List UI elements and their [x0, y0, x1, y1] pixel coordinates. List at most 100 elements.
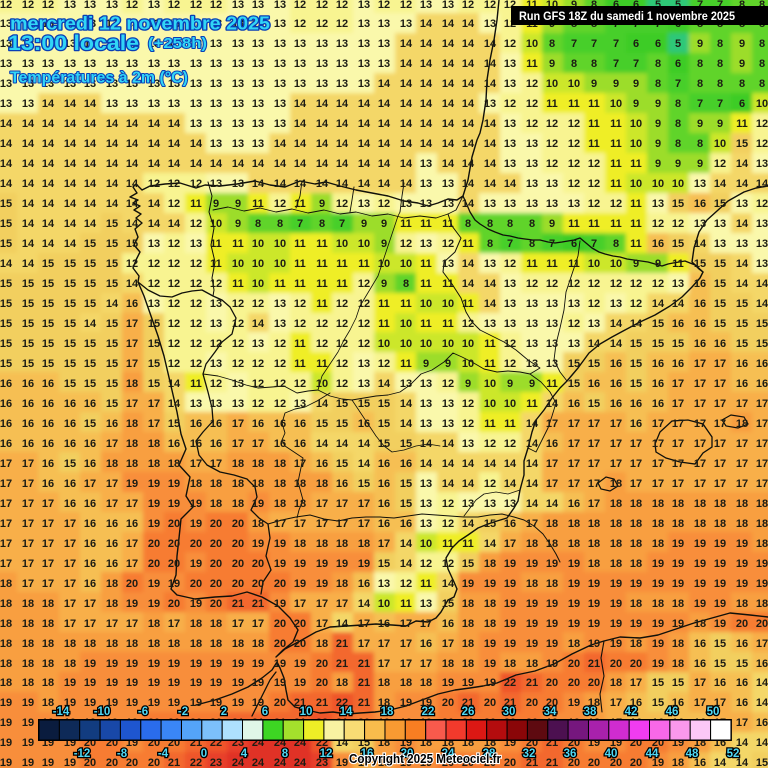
svg-text:19: 19	[274, 677, 286, 689]
svg-text:10: 10	[462, 358, 474, 370]
svg-text:15: 15	[42, 298, 54, 310]
svg-text:19: 19	[672, 578, 684, 590]
svg-text:18: 18	[588, 538, 600, 550]
svg-text:12: 12	[652, 278, 664, 290]
svg-text:15: 15	[672, 677, 684, 689]
svg-text:17: 17	[22, 478, 34, 490]
svg-text:14: 14	[504, 458, 517, 470]
svg-text:15: 15	[0, 198, 12, 210]
svg-text:14: 14	[420, 438, 433, 450]
svg-text:14: 14	[294, 118, 307, 130]
svg-text:14: 14	[420, 458, 433, 470]
svg-text:12: 12	[442, 378, 454, 390]
svg-text:12: 12	[630, 298, 642, 310]
svg-text:14: 14	[84, 198, 97, 210]
svg-text:19: 19	[190, 518, 202, 530]
svg-text:19: 19	[190, 697, 202, 709]
svg-text:17: 17	[442, 638, 454, 650]
svg-text:13: 13	[232, 178, 244, 190]
svg-text:12: 12	[358, 318, 370, 330]
svg-text:20: 20	[294, 618, 306, 630]
svg-text:11: 11	[420, 318, 432, 330]
svg-text:20: 20	[630, 757, 642, 768]
svg-text:18: 18	[148, 458, 160, 470]
svg-text:11: 11	[588, 138, 600, 150]
svg-text:18: 18	[588, 518, 600, 530]
svg-text:19: 19	[210, 677, 222, 689]
svg-text:18: 18	[610, 498, 622, 510]
svg-text:19: 19	[504, 638, 516, 650]
svg-text:18: 18	[106, 578, 118, 590]
svg-text:13: 13	[232, 58, 244, 70]
svg-text:17: 17	[568, 478, 580, 490]
svg-text:12: 12	[168, 258, 180, 270]
svg-text:19: 19	[190, 498, 202, 510]
svg-text:12: 12	[168, 298, 180, 310]
svg-text:17: 17	[588, 478, 600, 490]
svg-text:16: 16	[714, 677, 726, 689]
svg-text:19: 19	[526, 558, 538, 570]
svg-text:16: 16	[568, 498, 580, 510]
svg-text:16: 16	[420, 638, 432, 650]
svg-text:17: 17	[148, 418, 160, 430]
svg-text:19: 19	[694, 578, 706, 590]
svg-text:19: 19	[42, 757, 54, 768]
svg-text:19: 19	[694, 538, 706, 550]
svg-text:14: 14	[148, 158, 161, 170]
svg-text:14: 14	[462, 98, 475, 110]
svg-text:17: 17	[22, 518, 34, 530]
svg-text:10: 10	[630, 118, 642, 130]
svg-text:19: 19	[22, 757, 34, 768]
svg-text:19: 19	[168, 478, 180, 490]
svg-text:19: 19	[504, 558, 516, 570]
svg-text:11: 11	[252, 198, 264, 210]
svg-text:17: 17	[316, 498, 328, 510]
svg-text:19: 19	[148, 658, 160, 670]
svg-text:19: 19	[148, 518, 160, 530]
svg-text:15: 15	[106, 278, 118, 290]
svg-text:13: 13	[420, 518, 432, 530]
svg-text:12: 12	[294, 318, 306, 330]
svg-text:17: 17	[106, 618, 118, 630]
svg-text:14: 14	[420, 78, 433, 90]
svg-text:18: 18	[22, 598, 34, 610]
svg-text:18: 18	[252, 638, 264, 650]
svg-text:10: 10	[526, 38, 538, 50]
svg-text:17: 17	[568, 418, 580, 430]
svg-text:11: 11	[568, 258, 580, 270]
svg-text:14: 14	[0, 258, 13, 270]
svg-text:13: 13	[106, 98, 118, 110]
svg-text:15: 15	[400, 498, 412, 510]
svg-text:11: 11	[190, 378, 202, 390]
svg-text:11: 11	[610, 218, 622, 230]
svg-text:17: 17	[126, 558, 138, 570]
svg-text:13: 13	[294, 78, 306, 90]
svg-text:13: 13	[274, 298, 286, 310]
svg-text:14: 14	[316, 138, 329, 150]
svg-text:14: 14	[756, 697, 768, 709]
svg-text:14: 14	[232, 158, 245, 170]
svg-text:15: 15	[148, 358, 160, 370]
svg-text:19: 19	[148, 478, 160, 490]
svg-text:10: 10	[484, 378, 496, 390]
svg-text:18: 18	[210, 638, 222, 650]
svg-text:15: 15	[84, 418, 96, 430]
svg-text:14: 14	[126, 138, 139, 150]
svg-text:9: 9	[633, 258, 639, 270]
svg-text:19: 19	[148, 677, 160, 689]
svg-text:15: 15	[378, 398, 390, 410]
svg-text:15: 15	[568, 378, 580, 390]
svg-text:52: 52	[727, 748, 740, 760]
svg-text:8: 8	[697, 58, 703, 70]
svg-text:11: 11	[294, 278, 306, 290]
svg-text:19: 19	[652, 638, 664, 650]
svg-text:13: 13	[358, 38, 370, 50]
svg-text:15: 15	[736, 298, 748, 310]
svg-text:12: 12	[442, 238, 454, 250]
svg-text:15: 15	[126, 238, 138, 250]
svg-text:19: 19	[672, 558, 684, 570]
svg-text:10: 10	[610, 98, 622, 110]
svg-text:23: 23	[210, 757, 222, 768]
svg-text:13: 13	[336, 38, 348, 50]
svg-text:12: 12	[546, 138, 558, 150]
